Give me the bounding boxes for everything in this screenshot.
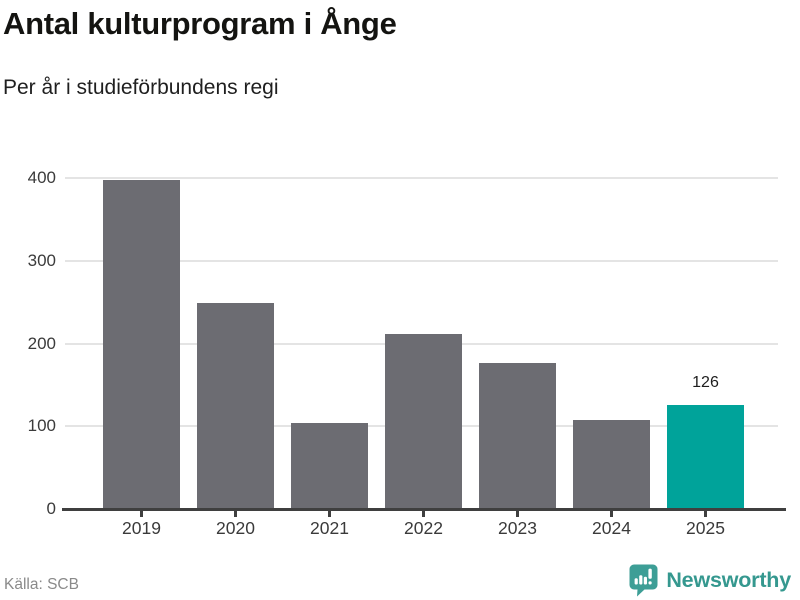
bar-2019 xyxy=(103,179,180,509)
chart-subtitle: Per år i studieförbundens regi xyxy=(3,76,279,99)
x-axis-line xyxy=(62,508,786,511)
y-axis-tick-label: 400 xyxy=(27,168,56,187)
x-axis-tick xyxy=(140,511,143,517)
x-axis-tick-label-2024: 2024 xyxy=(592,518,631,538)
x-axis-tick-label-2022: 2022 xyxy=(404,518,443,538)
y-axis-tick-label: 100 xyxy=(27,416,56,436)
x-axis-tick xyxy=(704,511,707,517)
y-axis-tick-label: 0 xyxy=(46,499,56,518)
x-axis-tick-label-2021: 2021 xyxy=(310,518,349,538)
bar-2025 xyxy=(667,404,744,509)
bar-chart: 0 100 200 300 400 2019 2020 2021 2022 2023 2024 202… xyxy=(27,168,786,538)
brand-name: Newsworthy xyxy=(666,567,791,592)
x-axis-tick xyxy=(234,511,237,517)
gridline xyxy=(65,177,778,179)
newsworthy-logo-link[interactable]: Newsworthy xyxy=(629,563,791,597)
y-axis-tick-label: 300 xyxy=(27,250,56,270)
bar-2024 xyxy=(573,419,650,509)
source-label: Källa: SCB xyxy=(4,576,79,593)
bar-2020 xyxy=(197,302,274,509)
bar-2021 xyxy=(291,422,368,509)
x-axis-tick xyxy=(516,511,519,517)
y-axis-tick-label: 200 xyxy=(27,333,56,353)
chart-title: Antal kulturprogram i Ånge xyxy=(3,6,397,41)
newsworthy-logo-icon xyxy=(629,564,658,597)
x-axis-tick-label-2020: 2020 xyxy=(216,518,255,538)
x-axis-tick xyxy=(422,511,425,517)
x-axis-tick-label-2025: 2025 xyxy=(686,518,725,538)
gridline xyxy=(65,259,778,262)
x-axis-tick-label-2023: 2023 xyxy=(498,518,537,538)
x-axis-tick-label-2019: 2019 xyxy=(122,518,161,538)
x-axis-tick xyxy=(610,511,613,517)
bar-value-label: 126 xyxy=(692,373,719,391)
bar-2022 xyxy=(385,333,462,509)
bar-2023 xyxy=(479,362,556,509)
x-axis-tick xyxy=(328,511,331,517)
